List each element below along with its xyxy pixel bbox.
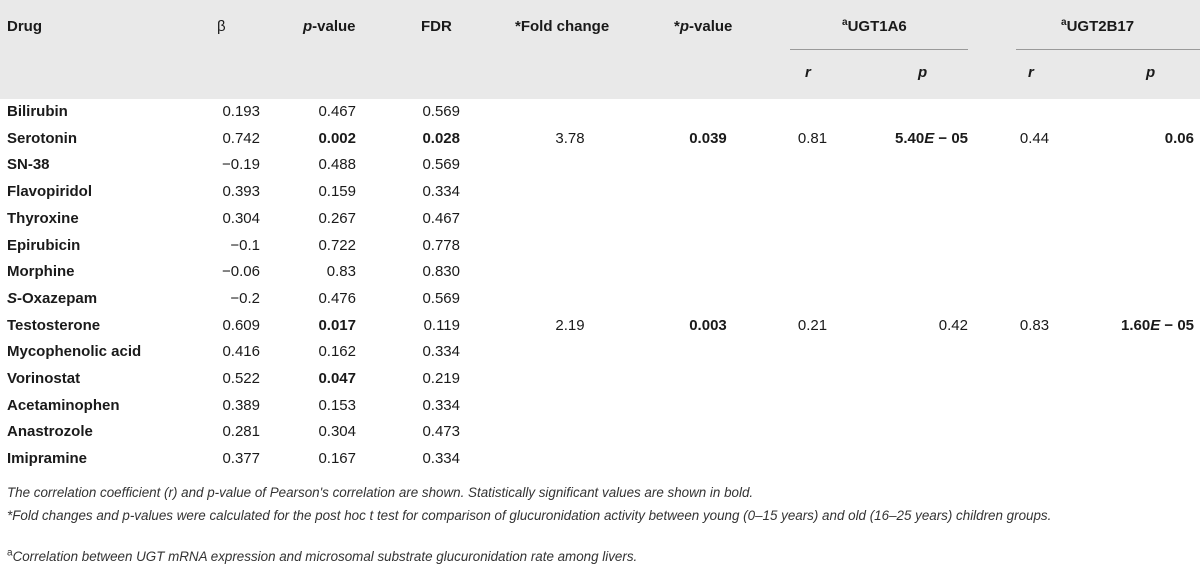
p-value: 0.153 xyxy=(318,397,356,414)
beta-value: 0.304 xyxy=(222,210,260,227)
ugt1a6-r-value: 0.81 xyxy=(797,130,828,147)
p-value: 0.267 xyxy=(318,210,356,227)
col-header-fold-change: *Fold change xyxy=(515,18,610,35)
drug-name: Anastrozole xyxy=(7,423,93,440)
ugt2b17-group-rule xyxy=(1016,49,1200,50)
p-value: 0.467 xyxy=(318,103,356,120)
beta-value: 0.742 xyxy=(222,130,260,147)
drug-name: Epirubicin xyxy=(7,237,81,254)
p-value: 0.476 xyxy=(318,290,356,307)
drug-name: SN-38 xyxy=(7,156,50,173)
col-header-r-ugt1a6: r xyxy=(805,64,811,81)
fdr-value: 0.830 xyxy=(422,263,460,280)
footnote-correlation: The correlation coefficient (r) and p-va… xyxy=(7,485,754,500)
col-header-p-ugt1a6: p xyxy=(918,64,928,81)
posthoc-p-value: 0.003 xyxy=(689,317,727,334)
drug-name: Morphine xyxy=(7,263,75,280)
beta-value: −0.2 xyxy=(230,290,260,307)
ugt2b17-p-value: 0.06 xyxy=(1164,130,1194,147)
beta-value: −0.19 xyxy=(222,156,260,173)
fdr-value: 0.467 xyxy=(422,210,460,227)
col-header-p-ugt2b17: p xyxy=(1146,64,1156,81)
ugt2b17-r-value: 0.44 xyxy=(1019,130,1050,147)
ugt2b17-r-value: 0.83 xyxy=(1019,317,1050,334)
beta-value: −0.06 xyxy=(222,263,260,280)
fdr-value: 0.334 xyxy=(422,397,460,414)
beta-value: −0.1 xyxy=(230,237,260,254)
p-value: 0.159 xyxy=(318,183,356,200)
beta-value: 0.416 xyxy=(222,343,260,360)
drug-name: Testosterone xyxy=(7,317,101,334)
drug-name: Bilirubin xyxy=(7,103,68,120)
posthoc-p-value: 0.039 xyxy=(689,130,727,147)
col-header-fdr: FDR xyxy=(421,18,452,35)
p-value: 0.002 xyxy=(318,130,356,147)
drug-name: Serotonin xyxy=(7,130,77,147)
fold-change-value: 2.19 xyxy=(555,317,585,334)
fdr-value: 0.569 xyxy=(422,156,460,173)
p-value: 0.162 xyxy=(318,343,356,360)
beta-value: 0.393 xyxy=(222,183,260,200)
col-header-beta: β xyxy=(217,18,226,35)
ugt2b17-p-value: 1.60E − 05 xyxy=(1121,317,1194,334)
table-body-band xyxy=(0,99,1200,472)
beta-value: 0.377 xyxy=(222,450,260,467)
p-value: 0.488 xyxy=(318,156,356,173)
footnote-ugt: aCorrelation between UGT mRNA expression… xyxy=(7,547,638,564)
beta-value: 0.522 xyxy=(222,370,260,387)
fdr-value: 0.778 xyxy=(422,237,460,254)
beta-value: 0.609 xyxy=(222,317,260,334)
fdr-value: 0.119 xyxy=(423,317,460,334)
fdr-value: 0.334 xyxy=(422,343,460,360)
p-value: 0.83 xyxy=(326,263,356,280)
fdr-value: 0.334 xyxy=(422,183,460,200)
fdr-value: 0.473 xyxy=(422,423,460,440)
col-header-ugt1a6: aUGT1A6 xyxy=(842,17,907,36)
beta-value: 0.281 xyxy=(222,423,260,440)
col-header-drug: Drug xyxy=(7,18,42,35)
col-header-ugt2b17: aUGT2B17 xyxy=(1061,17,1135,36)
p-value: 0.017 xyxy=(318,317,356,334)
fdr-value: 0.028 xyxy=(422,130,460,147)
fdr-value: 0.569 xyxy=(422,103,460,120)
table-header-band xyxy=(0,0,1200,99)
fdr-value: 0.219 xyxy=(422,370,460,387)
drug-name: S-Oxazepam xyxy=(7,290,98,307)
col-header-r-ugt2b17: r xyxy=(1028,64,1034,81)
footnote-fold-change: *Fold changes and p-values were calculat… xyxy=(7,508,1052,523)
col-header-star-pvalue: *p-value xyxy=(674,18,733,35)
ugt1a6-group-rule xyxy=(790,49,968,50)
ugt1a6-p-value: 5.40E − 05 xyxy=(895,130,968,147)
fdr-value: 0.569 xyxy=(422,290,460,307)
fold-change-value: 3.78 xyxy=(555,130,585,147)
drug-name: Acetaminophen xyxy=(7,397,120,414)
p-value: 0.304 xyxy=(318,423,356,440)
drug-name: Thyroxine xyxy=(7,210,79,227)
drug-name: Mycophenolic acid xyxy=(7,343,142,360)
col-header-pvalue: p-value xyxy=(303,18,356,35)
p-value: 0.722 xyxy=(318,237,356,254)
beta-value: 0.193 xyxy=(222,103,260,120)
drug-name: Imipramine xyxy=(7,450,88,467)
p-value: 0.167 xyxy=(318,450,356,467)
fdr-value: 0.334 xyxy=(422,450,460,467)
ugt1a6-p-value: 0.42 xyxy=(938,317,968,334)
beta-value: 0.389 xyxy=(222,397,260,414)
ugt1a6-r-value: 0.21 xyxy=(797,317,828,334)
drug-name: Vorinostat xyxy=(7,370,81,387)
p-value: 0.047 xyxy=(318,370,356,387)
drug-name: Flavopiridol xyxy=(7,183,93,200)
